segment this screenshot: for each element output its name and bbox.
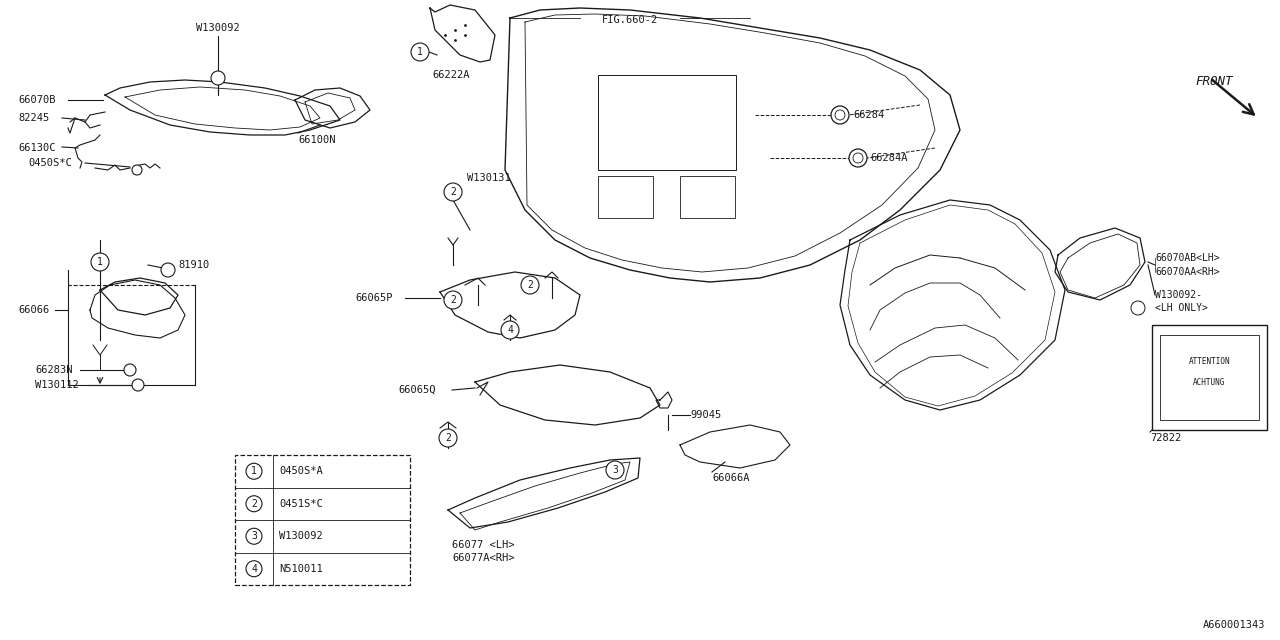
Circle shape xyxy=(211,71,225,85)
Text: W130112: W130112 xyxy=(35,380,79,390)
Circle shape xyxy=(124,364,136,376)
Circle shape xyxy=(246,561,262,577)
Circle shape xyxy=(91,253,109,271)
Text: 1: 1 xyxy=(97,257,102,267)
Text: 1: 1 xyxy=(417,47,422,57)
Circle shape xyxy=(246,463,262,479)
Text: 66066: 66066 xyxy=(18,305,49,315)
Text: 2: 2 xyxy=(251,499,257,509)
Text: <LH ONLY>: <LH ONLY> xyxy=(1155,303,1208,313)
Circle shape xyxy=(521,276,539,294)
Circle shape xyxy=(444,183,462,201)
Text: 2: 2 xyxy=(451,295,456,305)
Bar xyxy=(598,176,653,218)
Text: 0450S*A: 0450S*A xyxy=(279,467,323,476)
Text: 66284: 66284 xyxy=(852,110,884,120)
Text: 2: 2 xyxy=(451,187,456,197)
Text: 2: 2 xyxy=(445,433,451,443)
Circle shape xyxy=(605,461,625,479)
Text: 81910: 81910 xyxy=(178,260,209,270)
Circle shape xyxy=(444,291,462,309)
Text: W130092: W130092 xyxy=(279,531,323,541)
Text: 0450S*C: 0450S*C xyxy=(28,158,72,168)
Text: 2: 2 xyxy=(527,280,532,290)
Text: 3: 3 xyxy=(251,531,257,541)
Circle shape xyxy=(132,165,142,175)
Text: 66077 <LH>: 66077 <LH> xyxy=(452,540,515,550)
Bar xyxy=(680,176,735,218)
Bar xyxy=(236,455,410,585)
Text: W130092: W130092 xyxy=(196,23,239,33)
Text: 1: 1 xyxy=(251,467,257,476)
Circle shape xyxy=(246,496,262,512)
Bar xyxy=(1152,325,1267,430)
Text: 66283N: 66283N xyxy=(35,365,73,375)
Text: W130092-: W130092- xyxy=(1155,290,1202,300)
Text: 66222A: 66222A xyxy=(433,70,470,80)
Text: 99045: 99045 xyxy=(690,410,721,420)
Text: 4: 4 xyxy=(507,325,513,335)
Text: 66065Q: 66065Q xyxy=(398,385,435,395)
Circle shape xyxy=(831,106,849,124)
Text: 66130C: 66130C xyxy=(18,143,55,153)
Text: FIG.660-2: FIG.660-2 xyxy=(602,15,658,25)
Text: FRONT: FRONT xyxy=(1196,75,1233,88)
Text: 0451S*C: 0451S*C xyxy=(279,499,323,509)
Text: 66284A: 66284A xyxy=(870,153,908,163)
Circle shape xyxy=(439,429,457,447)
Circle shape xyxy=(500,321,518,339)
Text: 66065P: 66065P xyxy=(355,293,393,303)
Text: N510011: N510011 xyxy=(279,564,323,573)
Text: A660001343: A660001343 xyxy=(1202,620,1265,630)
Text: 66070B: 66070B xyxy=(18,95,55,105)
Bar xyxy=(598,75,736,170)
Text: 66100N: 66100N xyxy=(298,135,335,145)
Text: 66077A<RH>: 66077A<RH> xyxy=(452,553,515,563)
Circle shape xyxy=(411,43,429,61)
Text: 72822: 72822 xyxy=(1149,433,1181,443)
Text: 66066A: 66066A xyxy=(712,473,750,483)
Text: 66070AB<LH>: 66070AB<LH> xyxy=(1155,253,1220,263)
Text: W130131: W130131 xyxy=(467,173,511,183)
Text: ATTENTION: ATTENTION xyxy=(1189,357,1230,366)
Circle shape xyxy=(246,528,262,544)
Text: 4: 4 xyxy=(251,564,257,573)
Text: 82245: 82245 xyxy=(18,113,49,123)
Bar xyxy=(1160,335,1260,420)
Text: 3: 3 xyxy=(612,465,618,475)
Circle shape xyxy=(161,263,175,277)
Text: ACHTUNG: ACHTUNG xyxy=(1193,378,1226,387)
Circle shape xyxy=(835,110,845,120)
Circle shape xyxy=(1132,301,1146,315)
Circle shape xyxy=(852,153,863,163)
Circle shape xyxy=(849,149,867,167)
Text: 66070AA<RH>: 66070AA<RH> xyxy=(1155,267,1220,277)
Circle shape xyxy=(132,379,143,391)
